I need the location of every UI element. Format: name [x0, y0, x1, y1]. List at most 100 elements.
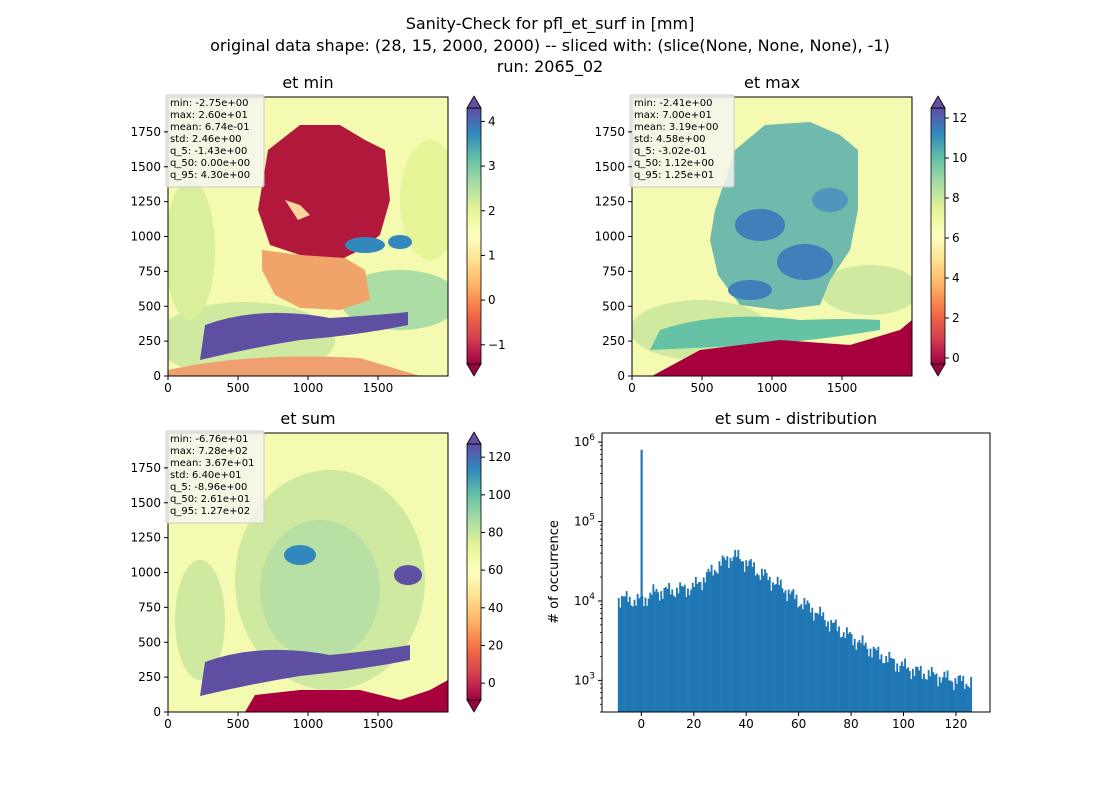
axis-ticks-distribution: 0 20 40 60 80 100 120 103 104 105 106: [574, 433, 967, 731]
histogram-bar: [853, 638, 856, 712]
histogram-bar: [735, 556, 738, 712]
histogram-bar: [655, 589, 658, 712]
histogram-bar: [726, 556, 729, 712]
histogram-bar: [872, 646, 875, 712]
histogram-bar: [668, 582, 671, 712]
y-tick-label: 750: [138, 600, 161, 614]
histogram-bar: [844, 638, 847, 712]
y-tick-label: 500: [138, 635, 161, 649]
histogram-bar: [863, 645, 866, 712]
histogram-bar: [727, 568, 730, 712]
histogram-bar: [633, 599, 636, 712]
histogram-bar: [694, 576, 697, 712]
histogram-bar: [908, 670, 911, 712]
axis-ticks-et-sum: 0 500 1000 1500 0 250 500 750 1000 1250 1500 1750: [130, 461, 393, 731]
histogram-bar: [927, 670, 930, 712]
histogram-bar: [794, 599, 796, 712]
y-tick-label: 1250: [130, 195, 161, 209]
histogram-bar: [882, 662, 884, 712]
histogram-bar: [688, 595, 691, 712]
histogram-bar: [823, 620, 826, 712]
histogram-bar: [919, 665, 922, 712]
histogram-bar: [948, 680, 951, 712]
histogram-bar: [803, 598, 806, 712]
stat-mean: mean: 6.74e-01: [170, 122, 250, 133]
colorbar-tick-label: 1: [488, 248, 496, 262]
histogram-bar: [646, 606, 649, 712]
x-tick-label: 500: [227, 717, 250, 731]
y-tick-label: 0: [153, 705, 161, 719]
stat-min: min: -2.75e+00: [170, 98, 249, 109]
histogram-bar: [650, 594, 653, 712]
stat-mean: mean: 3.19e+00: [634, 122, 718, 133]
histogram-bar: [842, 632, 845, 712]
histogram-bar: [705, 572, 708, 712]
x-tick-label: 1500: [363, 717, 394, 731]
histogram-bar: [748, 560, 751, 712]
histogram-bar: [941, 677, 944, 712]
panel-title-et-max: et max: [744, 73, 800, 92]
histogram-bar: [819, 606, 822, 712]
histogram-bar: [672, 595, 675, 712]
colorbar-tick-label: 0: [488, 293, 496, 307]
histogram-bar: [682, 586, 685, 712]
stat-max: max: 7.28e+02: [170, 446, 248, 457]
histogram-bar: [760, 568, 763, 712]
x-tick-label: 1500: [827, 381, 858, 395]
histogram-bar: [797, 607, 800, 712]
y-tick-label: 1000: [130, 230, 161, 244]
histogram-bar: [809, 612, 812, 712]
histogram-bar: [713, 570, 716, 712]
colorbar-et-max: 0 2 4 6 8 10 12: [930, 95, 967, 377]
histogram-bar: [685, 597, 688, 712]
histogram-bar: [838, 626, 840, 712]
colorbar-tick-label: 4: [952, 271, 960, 285]
y-tick-label: 1750: [594, 125, 625, 139]
histogram-bar: [886, 662, 889, 712]
histogram-bar: [907, 667, 910, 712]
histogram-bar: [945, 677, 947, 712]
histogram-bar: [827, 621, 829, 712]
y-tick-label: 250: [138, 334, 161, 348]
histogram-bar: [767, 580, 770, 712]
histogram-bar: [896, 663, 899, 712]
x-tick-label: 80: [843, 717, 858, 731]
histogram-bar: [687, 588, 689, 712]
stat-max: max: 2.60e+01: [170, 110, 248, 121]
histogram-bar: [894, 671, 897, 712]
y-tick-label: 1250: [130, 531, 161, 545]
histogram-bar: [811, 607, 814, 712]
colorbar-tick-label: 0: [952, 351, 960, 365]
stat-q5: q_5: -3.02e-01: [634, 146, 707, 157]
histogram-bar: [751, 566, 754, 712]
histogram-bar: [789, 594, 792, 712]
histogram-bar: [782, 592, 785, 712]
histogram-bar: [963, 688, 966, 712]
stats-box-et-max: min: -2.41e+00 max: 7.00e+01 mean: 3.19e…: [629, 94, 735, 188]
histogram-bar: [849, 632, 851, 712]
histogram-bar: [710, 564, 713, 712]
colorbar-tick-label: 60: [488, 563, 503, 577]
histogram-bar: [643, 606, 645, 712]
histogram-bar: [921, 678, 924, 712]
histogram-bar: [720, 565, 722, 712]
histogram-bar: [874, 648, 877, 712]
panel-et-sum: et sum min: -6.76e+01 max: 7.28e+02 mean…: [130, 409, 510, 731]
histogram-bar: [773, 584, 776, 712]
stat-min: min: -6.76e+01: [170, 434, 249, 445]
histogram-bar: [635, 605, 638, 712]
panel-title-distribution: et sum - distribution: [715, 409, 877, 428]
histogram-bar: [864, 642, 867, 712]
colorbar-tick-label: 4: [488, 114, 496, 128]
colorbar-tick-label: 80: [488, 525, 503, 539]
x-tick-label: 0: [164, 381, 172, 395]
panel-et-sum-distribution: et sum - distribution 0 20 40 60 80 100 120 103…: [547, 409, 991, 731]
histogram-bar: [795, 594, 798, 712]
histogram-bar: [742, 561, 744, 712]
histogram-bar: [858, 640, 861, 712]
histogram-bar: [940, 682, 943, 712]
panel-title-et-sum: et sum: [280, 409, 335, 428]
histogram-bar: [745, 560, 748, 712]
y-tick-label: 1000: [594, 230, 625, 244]
histogram-bar: [808, 603, 811, 712]
